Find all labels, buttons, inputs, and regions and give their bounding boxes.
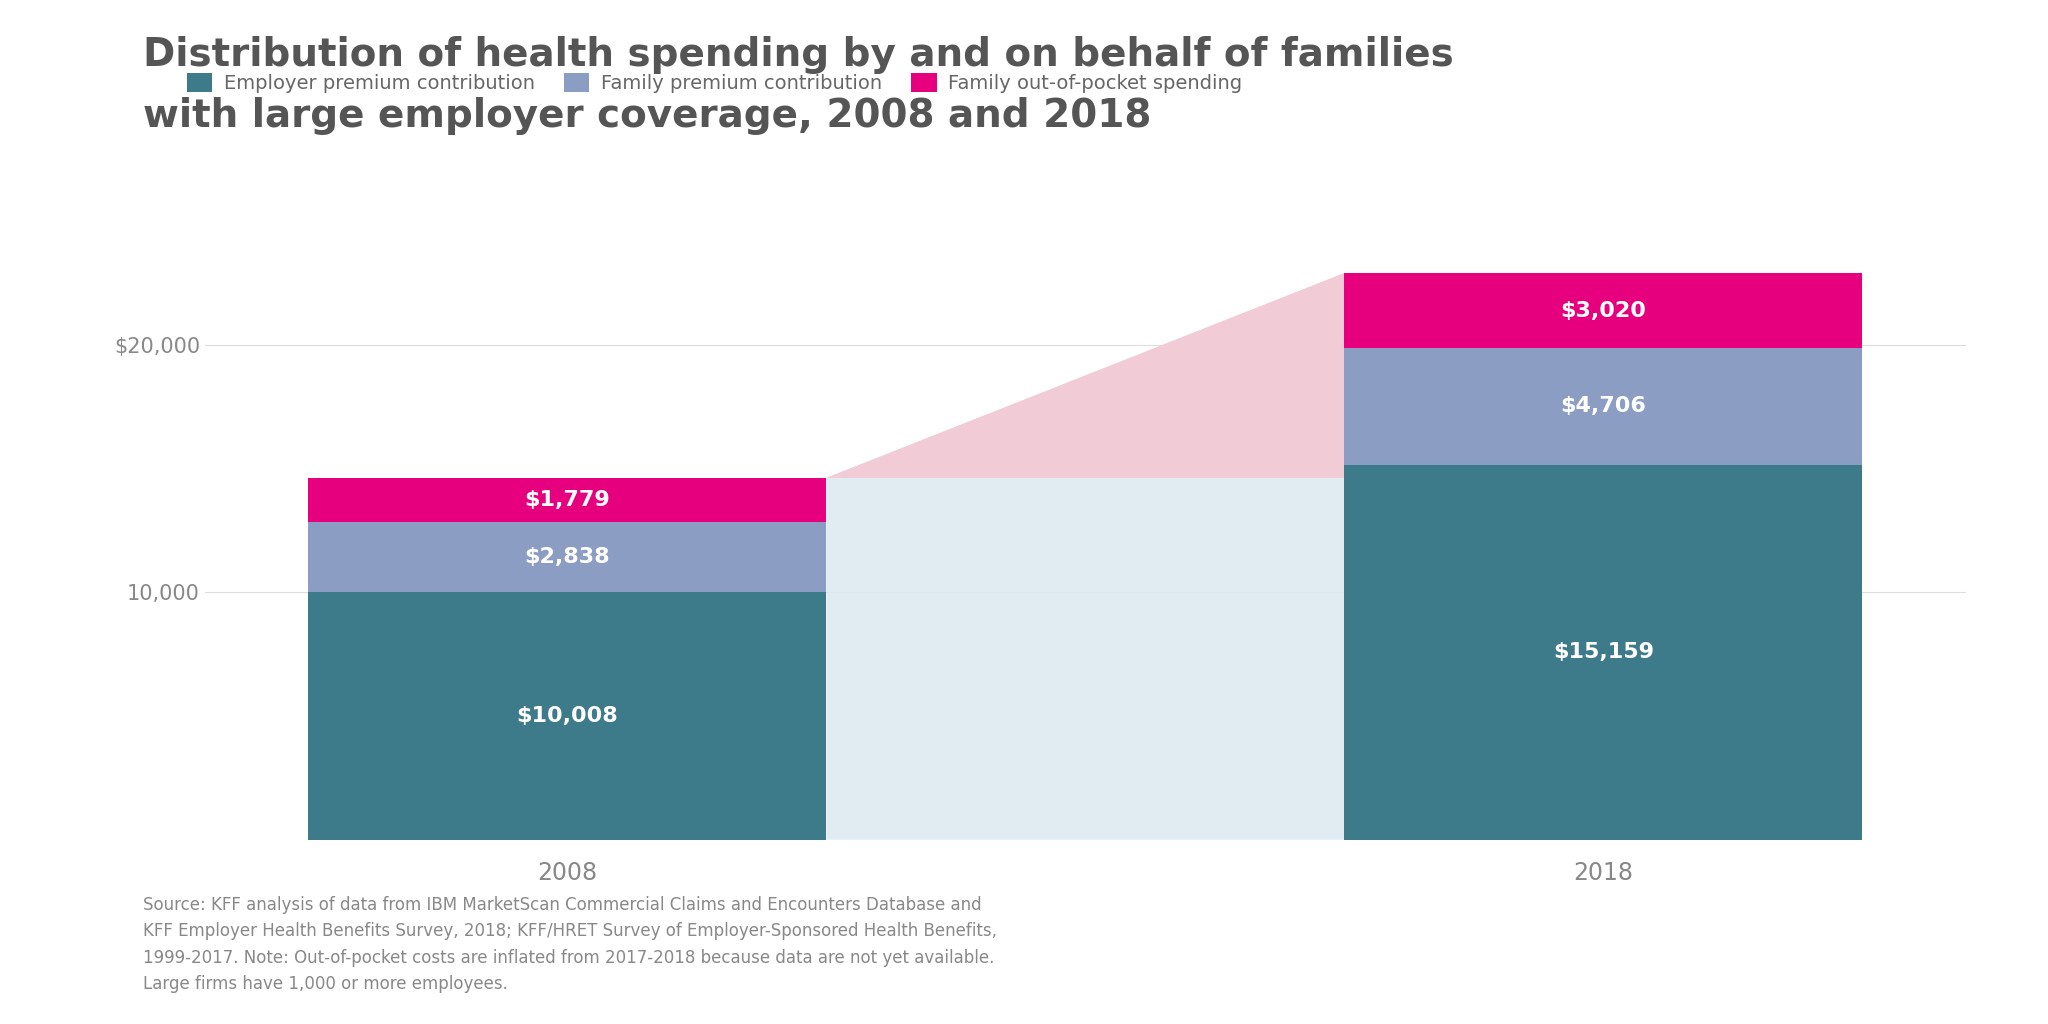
- Text: with large employer coverage, 2008 and 2018: with large employer coverage, 2008 and 2…: [143, 97, 1151, 135]
- Text: $1,779: $1,779: [524, 489, 610, 510]
- Bar: [1343, 465, 1862, 840]
- Text: Distribution of health spending by and on behalf of families: Distribution of health spending by and o…: [143, 36, 1454, 74]
- Bar: [309, 478, 827, 522]
- Text: $2,838: $2,838: [524, 547, 610, 567]
- Bar: [309, 592, 827, 840]
- Text: $15,159: $15,159: [1552, 642, 1655, 663]
- Bar: [1343, 348, 1862, 465]
- Polygon shape: [827, 273, 1343, 840]
- Text: $4,706: $4,706: [1561, 396, 1647, 417]
- Text: $10,008: $10,008: [516, 706, 618, 726]
- Legend: Employer premium contribution, Family premium contribution, Family out-of-pocket: Employer premium contribution, Family pr…: [180, 66, 1249, 101]
- Text: $3,020: $3,020: [1561, 301, 1647, 321]
- Bar: [309, 522, 827, 592]
- Text: Source: KFF analysis of data from IBM MarketScan Commercial Claims and Encounter: Source: KFF analysis of data from IBM Ma…: [143, 896, 997, 993]
- Polygon shape: [827, 273, 1343, 478]
- Bar: [1343, 273, 1862, 348]
